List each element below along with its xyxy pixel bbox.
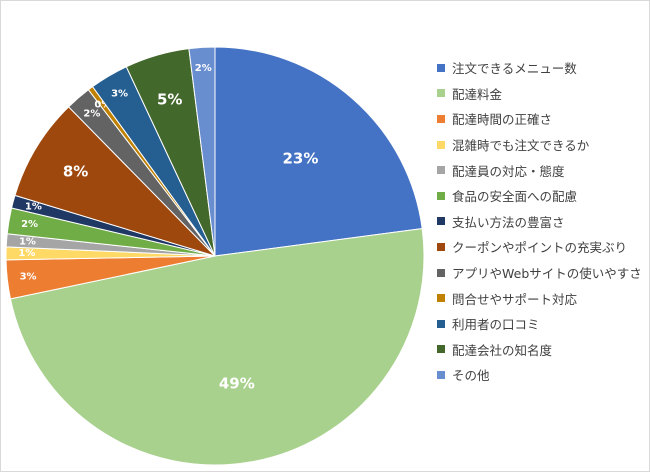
legend-swatch — [437, 294, 445, 303]
slice-data-label: 3% — [20, 272, 37, 283]
legend-item: 食品の安全面への配慮 — [437, 183, 649, 209]
slice-data-label: 2% — [83, 108, 100, 119]
legend-label: 注文できるメニュー数 — [452, 61, 577, 77]
legend-label: アプリやWebサイトの使いやすさ — [452, 266, 642, 282]
legend-item: アプリやWebサイトの使いやすさ — [437, 260, 649, 286]
slice-data-label: 1% — [18, 248, 35, 259]
legend-item: 利用者の口コミ — [437, 311, 649, 337]
slice-data-label: 23% — [282, 150, 318, 168]
legend-item: その他 — [437, 362, 649, 388]
legend-swatch — [437, 319, 445, 328]
legend-swatch — [437, 242, 445, 251]
legend-swatch — [437, 217, 445, 226]
legend-swatch — [437, 89, 445, 98]
legend-item: 配達会社の知名度 — [437, 337, 649, 363]
legend: 注文できるメニュー数 配達料金配達時間の正確さ混雑時でも注文できるか 配達員の対応・… — [437, 55, 649, 388]
slice-data-label: 1% — [19, 236, 36, 247]
legend-swatch — [437, 370, 445, 379]
legend-label: その他 — [452, 368, 490, 384]
legend-item: クーポンやポイントの充実ぶり — [437, 234, 649, 260]
slice-data-label: 2% — [195, 63, 212, 74]
legend-swatch — [437, 63, 445, 72]
slice-data-label: 8% — [63, 163, 88, 181]
legend-item: 注文できるメニュー数 — [437, 55, 649, 81]
pie-chart: 23%49%3%1%1%2%1%8%2%0%3% 5%2% — [5, 46, 425, 466]
pie-slice — [14, 106, 216, 257]
pie-slice — [9, 228, 425, 466]
slice-data-label: 1% — [25, 202, 42, 213]
legend-label: 利用者の口コミ — [452, 317, 540, 333]
slice-data-label: 49% — [219, 375, 255, 393]
legend-swatch — [437, 140, 445, 149]
legend-item: 混雑時でも注文できるか — [437, 132, 649, 158]
legend-item: 問合せやサポート対応 — [437, 285, 649, 311]
slice-data-label: 0% — [94, 99, 111, 110]
legend-label: 混雑時でも注文できるか — [452, 138, 590, 154]
legend-label: 配達員の対応・態度 — [452, 163, 565, 179]
legend-item: 配達時間の正確さ — [437, 106, 649, 132]
legend-label: クーポンやポイントの充実ぶり — [452, 240, 628, 256]
legend-item: 配達員の対応・態度 — [437, 157, 649, 183]
legend-label: 問合せやサポート対応 — [452, 291, 578, 307]
legend-swatch — [437, 345, 445, 354]
pie-slice — [214, 46, 423, 257]
legend-item: 配達料金 — [437, 81, 649, 107]
legend-swatch — [437, 114, 445, 123]
legend-swatch — [437, 191, 445, 200]
legend-label: 食品の安全面への配慮 — [452, 189, 578, 205]
legend-label: 支払い方法の豊富さ — [452, 214, 565, 230]
slice-data-label: 5% — [157, 90, 182, 108]
legend-label: 配達時間の正確さ — [452, 112, 553, 128]
legend-swatch — [437, 166, 445, 175]
slice-data-label: 3% — [111, 88, 128, 99]
legend-label: 配達料金 — [452, 86, 503, 102]
legend-item: 支払い方法の豊富さ — [437, 209, 649, 235]
pie-slice — [188, 46, 216, 257]
legend-swatch — [437, 268, 445, 277]
legend-label: 配達会社の知名度 — [452, 342, 553, 358]
slice-data-label: 2% — [21, 219, 38, 230]
